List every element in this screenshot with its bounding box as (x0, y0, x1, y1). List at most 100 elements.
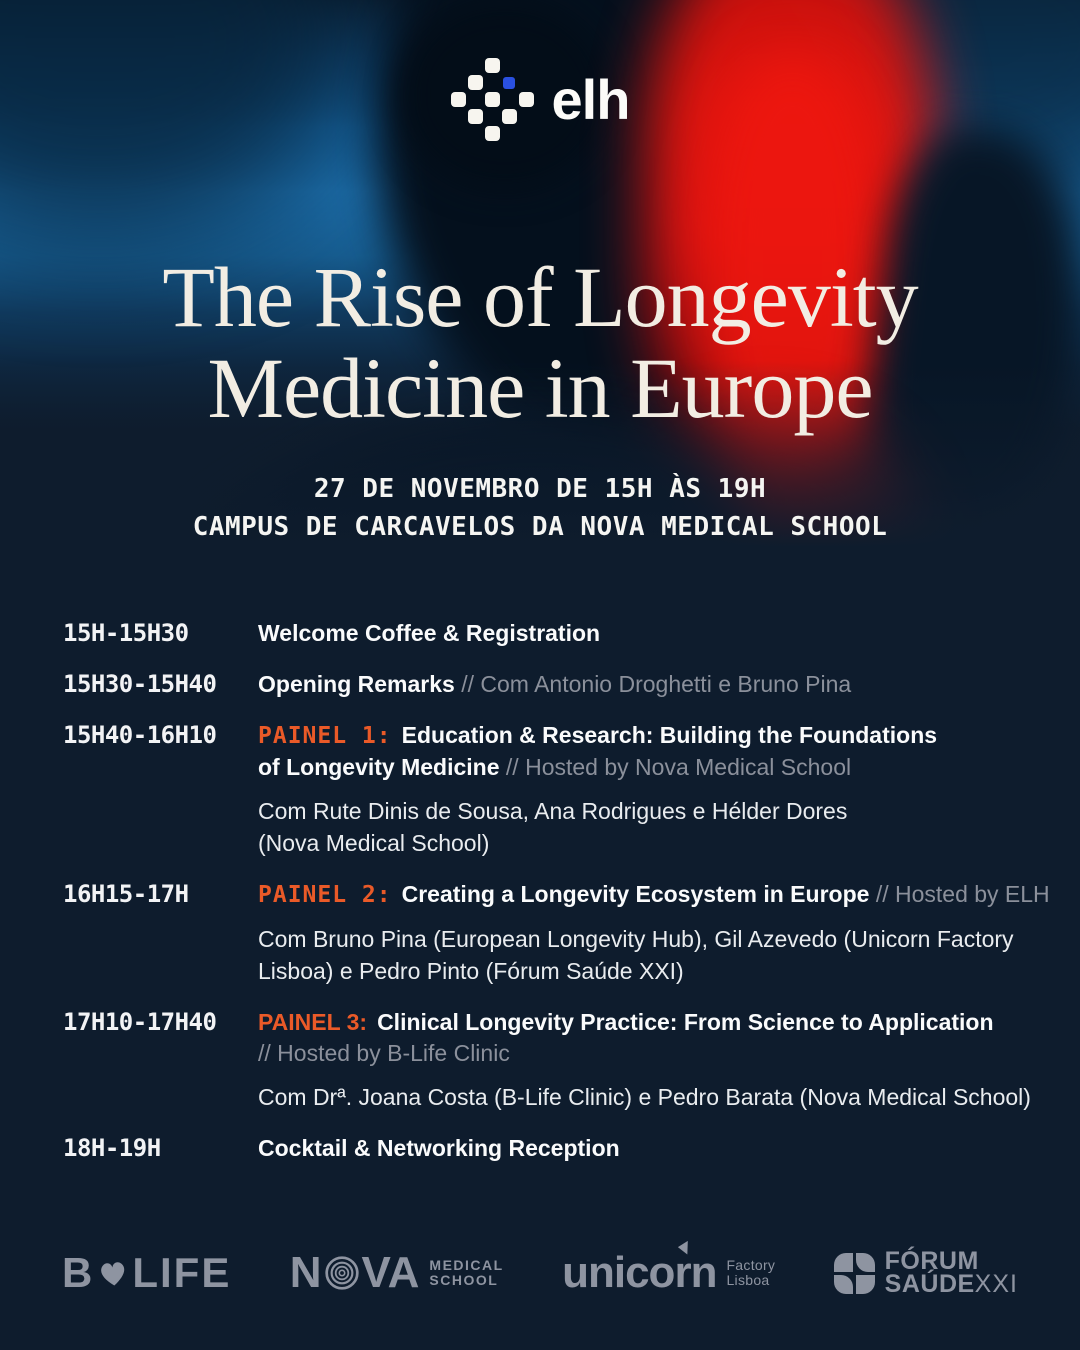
session-title: Cocktail & Networking Reception (258, 1135, 620, 1161)
elh-pixel (518, 92, 534, 107)
fs-cell (833, 1274, 853, 1294)
forum-saude-logo: FÓRUM SAÚDEXXI (833, 1247, 1018, 1298)
schedule-time: 15H-15H30 (63, 619, 189, 647)
brand-lockup: elh (0, 58, 1080, 141)
session-speakers: Com Rute Dinis de Sousa, Ana Rodrigues e… (258, 798, 848, 824)
session-title-line-2: // Hosted by B-Life Clinic (258, 1038, 1070, 1069)
schedule-row: 16H15-17H PAINEL 2: Creating a Longevity … (63, 879, 1070, 987)
schedule-content: PAINEL 3: Clinical Longevity Practice: Fr… (258, 1007, 1070, 1113)
title-line-1: The Rise of Longevity (162, 249, 918, 345)
nova-va: VA (361, 1248, 420, 1297)
title-line-2: Medicine in Europe (207, 340, 873, 436)
blife-life: LIFE (132, 1249, 232, 1296)
elh-pixel (450, 92, 466, 107)
session-title: Education & Research: Building the Found… (401, 722, 938, 748)
session-speakers: (Nova Medical School) (258, 830, 490, 856)
session-note: // Com Antonio Droghetti e Bruno Pina (461, 671, 852, 697)
schedule-time: 16H15-17H (63, 880, 189, 908)
panel-label: PAINEL 2: (258, 882, 392, 908)
panel-label: PAINEL 1: (258, 723, 392, 749)
partner-logos: B LIFE N VA (62, 1238, 1018, 1298)
schedule-time: 17H10-17H40 (63, 1008, 217, 1036)
schedule: 15H-15H30 Welcome Coffee & Registration … (63, 618, 1070, 1184)
unicorn-sub-factory: Factory (726, 1257, 776, 1273)
session-title-cont: of Longevity Medicine (258, 754, 500, 780)
forum-saude: SAÚDE (884, 1270, 975, 1298)
schedule-row: 15H-15H30 Welcome Coffee & Registration (63, 618, 1070, 649)
fs-monogram-icon (833, 1252, 875, 1294)
unicorn-word-end: n (690, 1248, 718, 1297)
elh-pixel-cross-icon (450, 58, 534, 141)
session-title-line-2: of Longevity Medicine // Hosted by Nova … (258, 752, 1070, 783)
session-speakers: Lisboa) e Pedro Pinto (Fórum Saúde XXI) (258, 958, 684, 984)
session-title-line: Welcome Coffee & Registration (258, 618, 1070, 649)
forum-xxi: XXI (974, 1270, 1018, 1298)
heart-icon (95, 1255, 132, 1290)
elh-pixel-blue (503, 76, 516, 89)
fs-cell (833, 1252, 853, 1272)
forum-line-2: SAÚDEXXI (884, 1270, 1018, 1298)
blife-logo: B LIFE (62, 1249, 231, 1297)
elh-pixel (484, 92, 500, 107)
schedule-content: PAINEL 2: Creating a Longevity Ecosystem … (258, 879, 1070, 987)
fs-cell (855, 1274, 875, 1294)
schedule-row: 18H-19H Cocktail & Networking Reception (63, 1133, 1070, 1164)
nova-n: N (289, 1248, 322, 1297)
hero-photo (0, 0, 1080, 580)
nova-rings-icon (324, 1255, 360, 1291)
session-title-line: PAINEL 2: Creating a Longevity Ecosystem … (258, 879, 1070, 911)
panel-label: PAINEL 3: (258, 1009, 368, 1035)
elh-pixel (467, 75, 483, 90)
session-title-line: Cocktail & Networking Reception (258, 1133, 1070, 1164)
session-title-line: Opening Remarks // Com Antonio Droghetti… (258, 669, 1070, 700)
schedule-content: Welcome Coffee & Registration (258, 618, 1070, 649)
schedule-row: 15H30-15H40 Opening Remarks // Com Anton… (63, 669, 1070, 700)
session-speakers: Com Bruno Pina (European Longevity Hub),… (258, 926, 1014, 952)
nova-sub-medical: MEDICAL (429, 1257, 504, 1273)
elh-pixel (484, 126, 500, 141)
nova-sub-school: SCHOOL (429, 1272, 499, 1288)
schedule-content: PAINEL 1: Education & Research: Building … (258, 720, 1070, 859)
session-title: Clinical Longevity Practice: From Scienc… (377, 1009, 994, 1035)
elh-pixel (467, 109, 483, 124)
schedule-content: Cocktail & Networking Reception (258, 1133, 1070, 1164)
event-date-venue: 27 DE NOVEMBRO DE 15H ÀS 19H CAMPUS DE C… (0, 470, 1080, 546)
blife-wordmark: B LIFE (62, 1249, 231, 1297)
session-title: Creating a Longevity Ecosystem in Europe (401, 881, 870, 907)
photo-bottom-fade (0, 360, 1080, 580)
forum-wordmark: FÓRUM SAÚDEXXI (884, 1247, 1018, 1298)
unicorn-sub-lisboa: Lisboa (726, 1272, 770, 1288)
session-title-line: PAINEL 3: Clinical Longevity Practice: Fr… (258, 1007, 1070, 1038)
nova-medical-school-logo: N VA MEDICAL SCHOOL (290, 1248, 504, 1298)
session-title: Opening Remarks (258, 671, 455, 697)
unicorn-subtitle: Factory Lisboa (726, 1258, 775, 1288)
page-title: The Rise of Longevity Medicine in Europe (0, 252, 1080, 434)
unicorn-factory-logo: unico r n Factory Lisboa (562, 1238, 775, 1298)
nova-wordmark: N VA (290, 1248, 420, 1298)
elh-pixel (484, 58, 500, 73)
unicorn-r: r (674, 1238, 694, 1298)
schedule-content: Opening Remarks // Com Antonio Droghetti… (258, 669, 1070, 700)
brand-name: elh (551, 68, 631, 131)
photo-hair-bun (400, 0, 610, 190)
session-note: // Hosted by B-Life Clinic (258, 1040, 510, 1066)
session-speakers: Com Drª. Joana Costa (B-Life Clinic) e P… (258, 1084, 1031, 1110)
session-note: // Hosted by Nova Medical School (505, 754, 852, 780)
event-venue: CAMPUS DE CARCAVELOS DA NOVA MEDICAL SCH… (192, 512, 888, 542)
unicorn-wordmark: unico r n (562, 1238, 718, 1298)
schedule-time: 15H30-15H40 (63, 670, 217, 698)
session-title: Welcome Coffee & Registration (258, 620, 601, 646)
nova-subtitle: MEDICAL SCHOOL (429, 1258, 503, 1288)
elh-pixel (501, 109, 517, 124)
schedule-time: 18H-19H (63, 1134, 161, 1162)
forum-line-1: FÓRUM (884, 1247, 979, 1275)
unicorn-word-start: unico (562, 1248, 675, 1297)
blife-b: B (62, 1249, 95, 1296)
event-date: 27 DE NOVEMBRO DE 15H ÀS 19H (313, 474, 767, 504)
unicorn-r-letter: r (674, 1248, 691, 1297)
schedule-row: 17H10-17H40 PAINEL 3: Clinical Longevity … (63, 1007, 1070, 1113)
schedule-row: 15H40-16H10 PAINEL 1: Education & Researc… (63, 720, 1070, 859)
schedule-time: 15H40-16H10 (63, 721, 217, 749)
session-title-line: PAINEL 1: Education & Research: Building … (258, 720, 1070, 752)
